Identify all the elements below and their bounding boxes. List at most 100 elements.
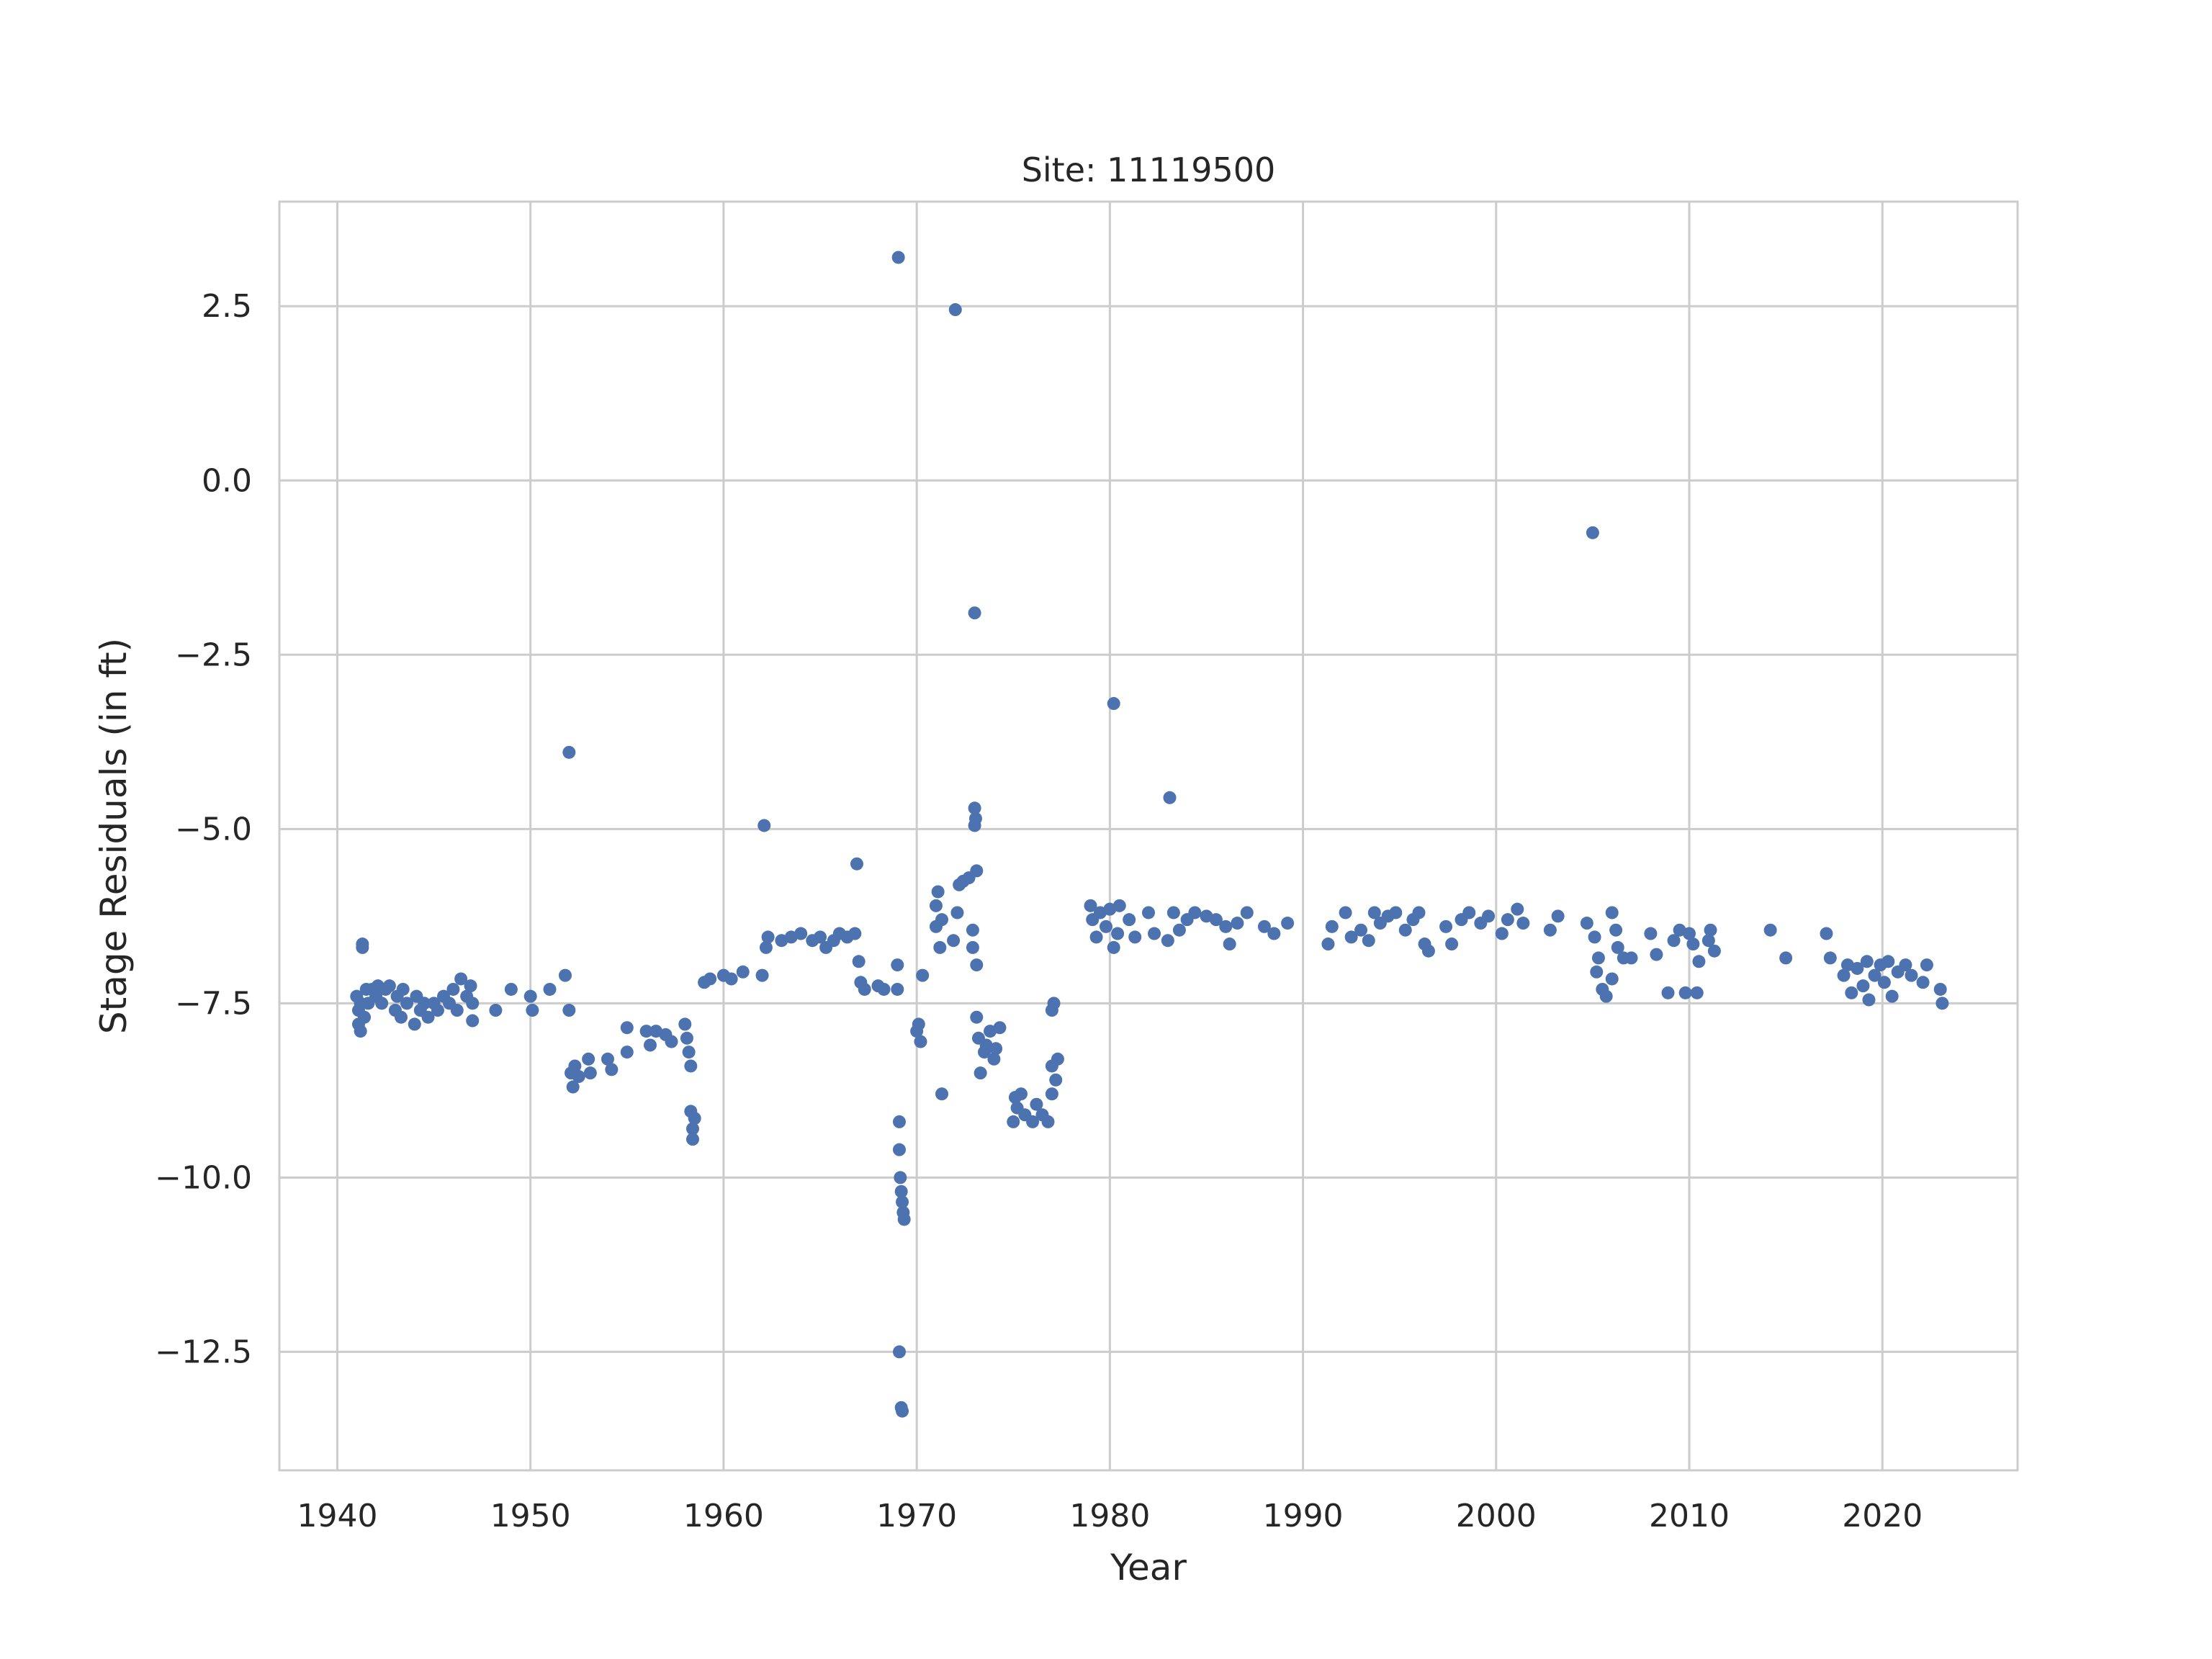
data-point xyxy=(562,1004,576,1017)
x-tick-label: 1980 xyxy=(1069,1498,1150,1534)
data-point xyxy=(665,1035,678,1048)
data-point xyxy=(755,968,769,982)
data-point xyxy=(1163,791,1177,804)
data-point xyxy=(446,982,460,996)
x-tick-label: 1970 xyxy=(876,1498,957,1534)
data-point xyxy=(1823,951,1837,965)
data-point xyxy=(1920,958,1933,972)
data-point xyxy=(1650,948,1663,961)
data-point xyxy=(431,1004,444,1017)
data-point xyxy=(489,1004,503,1017)
data-point xyxy=(1543,923,1557,937)
data-point xyxy=(1885,989,1899,1003)
data-point xyxy=(968,811,982,825)
data-point xyxy=(1678,986,1692,999)
data-point xyxy=(418,997,431,1010)
data-point xyxy=(562,745,576,759)
data-point xyxy=(987,1052,1001,1066)
data-point xyxy=(682,1046,696,1059)
x-tick-label: 1960 xyxy=(683,1498,764,1534)
data-point xyxy=(523,989,537,1003)
data-point xyxy=(1586,526,1599,539)
data-point xyxy=(582,1052,595,1066)
data-point xyxy=(757,819,771,832)
x-tick-labels: 1940 1950 1960 1970 1980 1990 2000 2010 2020 xyxy=(297,1498,1923,1534)
data-point xyxy=(852,955,866,968)
data-point xyxy=(566,1080,580,1094)
data-point xyxy=(1112,899,1126,912)
data-point xyxy=(1047,997,1061,1010)
data-point xyxy=(1605,906,1619,920)
data-point xyxy=(1899,958,1912,972)
data-point xyxy=(1412,906,1426,920)
y-tick-label: 2.5 xyxy=(202,288,252,325)
data-point xyxy=(989,1042,1003,1056)
data-point xyxy=(1161,934,1174,948)
data-point xyxy=(1820,927,1833,940)
data-point xyxy=(464,979,477,993)
data-point xyxy=(568,1059,582,1073)
data-point xyxy=(993,1021,1007,1035)
data-point xyxy=(1051,1052,1064,1066)
data-point xyxy=(894,1171,907,1184)
data-point xyxy=(1516,917,1530,930)
data-point xyxy=(1389,906,1403,920)
data-point xyxy=(931,885,945,899)
data-point xyxy=(1439,920,1453,933)
y-tick-label: −5.0 xyxy=(175,811,252,848)
data-point xyxy=(1111,927,1125,940)
y-tick-label: −2.5 xyxy=(175,637,252,673)
data-point xyxy=(684,1059,698,1073)
data-point xyxy=(948,303,962,317)
data-point xyxy=(916,968,930,982)
data-point xyxy=(892,1143,906,1156)
data-point xyxy=(1041,1115,1055,1128)
data-point xyxy=(1354,923,1368,937)
data-point xyxy=(1172,923,1186,937)
data-point xyxy=(1030,1097,1043,1111)
data-point xyxy=(605,1063,619,1076)
data-point xyxy=(354,1025,367,1038)
data-point xyxy=(1045,1087,1058,1101)
data-point xyxy=(1860,955,1874,968)
data-point xyxy=(1281,917,1295,930)
data-point xyxy=(1421,944,1435,958)
data-point xyxy=(1231,917,1244,930)
data-point xyxy=(1344,930,1358,944)
data-point xyxy=(639,1025,653,1038)
data-point xyxy=(1580,917,1593,930)
data-point xyxy=(1257,920,1271,933)
data-point xyxy=(382,979,396,993)
data-point xyxy=(914,1035,927,1048)
data-point xyxy=(1501,913,1514,927)
data-point xyxy=(1611,940,1624,954)
data-point xyxy=(1624,951,1638,965)
data-point xyxy=(968,606,981,620)
data-point xyxy=(759,940,773,954)
data-point xyxy=(1605,972,1619,986)
data-point xyxy=(1089,930,1103,944)
y-tick-label: −10.0 xyxy=(155,1159,252,1196)
data-point xyxy=(421,1010,435,1024)
x-tick-label: 1940 xyxy=(297,1498,377,1534)
x-tick-label: 1950 xyxy=(490,1498,571,1534)
data-point xyxy=(1495,927,1509,940)
data-point xyxy=(1644,927,1658,940)
data-point xyxy=(1916,976,1930,989)
data-point xyxy=(1661,986,1675,999)
data-point xyxy=(466,1014,480,1028)
data-point xyxy=(950,906,964,920)
data-point xyxy=(1905,968,1918,982)
data-point xyxy=(1877,976,1891,989)
data-point xyxy=(1339,906,1352,920)
data-point xyxy=(1763,923,1777,937)
data-point xyxy=(1445,938,1459,951)
data-point xyxy=(1219,920,1233,933)
data-point xyxy=(375,997,389,1010)
data-point xyxy=(1779,951,1793,965)
x-axis-title: Year xyxy=(1110,1547,1187,1588)
data-point xyxy=(896,1195,909,1209)
data-point xyxy=(912,1017,925,1031)
data-point xyxy=(1881,955,1895,968)
data-point xyxy=(1240,906,1254,920)
